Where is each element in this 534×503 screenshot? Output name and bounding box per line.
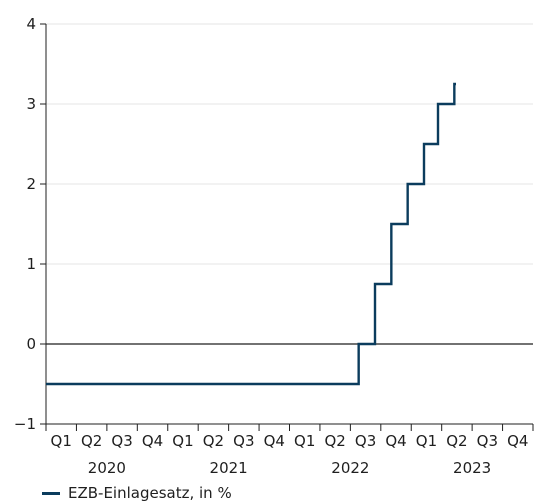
series-line (46, 82, 456, 386)
x-quarter-label: Q4 (142, 432, 163, 450)
x-quarter-label: Q1 (51, 432, 72, 450)
x-quarter-label: Q1 (294, 432, 315, 450)
x-quarter-label: Q2 (446, 432, 467, 450)
x-quarter-label: Q3 (355, 432, 376, 450)
x-quarter-label: Q2 (81, 432, 102, 450)
x-quarter-label: Q2 (324, 432, 345, 450)
x-year-label: 2020 (88, 459, 126, 477)
y-tick-label: −1 (14, 415, 36, 433)
x-quarter-label: Q3 (111, 432, 132, 450)
x-quarter-label: Q4 (507, 432, 528, 450)
x-quarter-label: Q4 (264, 432, 285, 450)
y-tick-label: 2 (26, 175, 36, 193)
legend: EZB-Einlagesatz, in % (42, 484, 232, 502)
x-year-label: 2021 (210, 459, 248, 477)
y-tick-label: 0 (26, 335, 36, 353)
x-quarter-label: Q1 (172, 432, 193, 450)
x-quarter-label: Q3 (477, 432, 498, 450)
x-quarter-label: Q2 (203, 432, 224, 450)
x-quarter-label: Q1 (416, 432, 437, 450)
y-tick-label: 1 (26, 255, 36, 273)
y-tick-label: 4 (26, 15, 36, 33)
legend-line-icon (42, 491, 60, 495)
x-year-label: 2022 (331, 459, 369, 477)
x-year-label: 2023 (453, 459, 491, 477)
x-quarter-label: Q3 (233, 432, 254, 450)
x-quarter-label: Q4 (385, 432, 406, 450)
y-tick-label: 3 (26, 95, 36, 113)
legend-label: EZB-Einlagesatz, in % (68, 484, 232, 502)
